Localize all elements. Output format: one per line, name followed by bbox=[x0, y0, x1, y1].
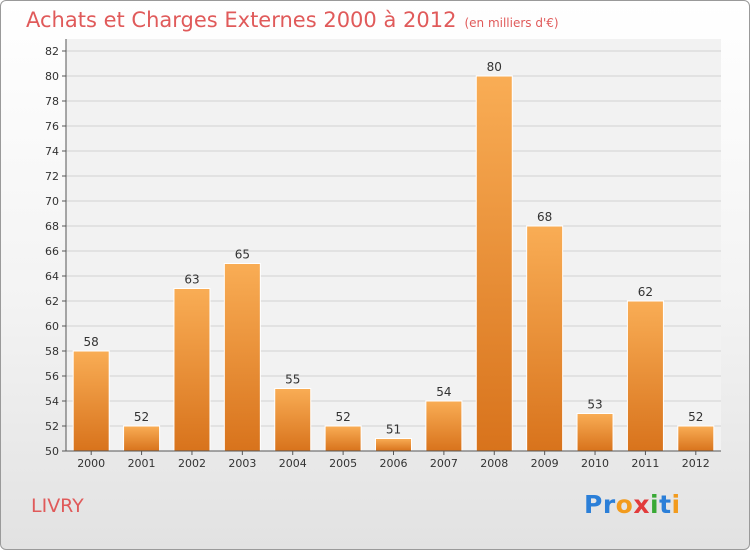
data-label: 80 bbox=[487, 60, 502, 74]
y-tick-label: 78 bbox=[45, 95, 59, 108]
bars: 58 52 63 65 55 52 51 54 80 68 53 62 52 bbox=[72, 60, 715, 452]
x-tick-label: 2004 bbox=[279, 457, 307, 470]
data-label: 53 bbox=[587, 398, 602, 412]
data-label: 68 bbox=[537, 210, 552, 224]
y-tick-label: 76 bbox=[45, 120, 59, 133]
bar bbox=[425, 400, 463, 452]
y-tick-label: 68 bbox=[45, 220, 59, 233]
y-tick-label: 64 bbox=[45, 270, 59, 283]
y-tick-label: 70 bbox=[45, 195, 59, 208]
logo-part: i bbox=[671, 490, 681, 519]
y-tick-label: 80 bbox=[45, 70, 59, 83]
bar bbox=[526, 225, 564, 452]
x-tick-label: 2006 bbox=[380, 457, 408, 470]
x-tick-label: 2000 bbox=[77, 457, 105, 470]
x-tick-label: 2012 bbox=[682, 457, 710, 470]
data-label: 65 bbox=[235, 248, 250, 262]
data-label: 52 bbox=[134, 410, 149, 424]
y-tick-label: 56 bbox=[45, 370, 59, 383]
bar bbox=[475, 75, 513, 452]
y-tick-label: 72 bbox=[45, 170, 59, 183]
x-tick-label: 2001 bbox=[128, 457, 156, 470]
proxiti-logo: Proxiti bbox=[584, 490, 681, 519]
logo-part: x bbox=[633, 490, 650, 519]
axes: 50 52 54 56 58 60 62 64 66 68 70 72 74 76 78 80 82 2000 20… bbox=[45, 39, 721, 470]
bar bbox=[677, 425, 715, 452]
unit-note: (en milliers d'€) bbox=[464, 16, 559, 30]
y-tick-label: 50 bbox=[45, 445, 59, 458]
data-label: 51 bbox=[386, 423, 401, 437]
x-tick-label: 2005 bbox=[329, 457, 357, 470]
data-label: 63 bbox=[184, 273, 199, 287]
data-label: 54 bbox=[436, 385, 451, 399]
data-label: 55 bbox=[285, 373, 300, 387]
bar bbox=[223, 263, 261, 452]
y-tick-label: 82 bbox=[45, 45, 59, 58]
commune-name: LIVRY bbox=[31, 495, 84, 517]
y-tick-label: 62 bbox=[45, 295, 59, 308]
data-label: 58 bbox=[84, 335, 99, 349]
bar bbox=[173, 288, 211, 452]
logo-part: o bbox=[615, 490, 634, 519]
x-tick-label: 2003 bbox=[228, 457, 256, 470]
x-tick-label: 2007 bbox=[430, 457, 458, 470]
y-tick-label: 58 bbox=[45, 345, 59, 358]
data-label: 62 bbox=[638, 285, 653, 299]
y-tick-label: 60 bbox=[45, 320, 59, 333]
logo-part: i bbox=[649, 490, 660, 519]
x-tick-label: 2010 bbox=[581, 457, 609, 470]
bar bbox=[576, 413, 614, 452]
x-tick-label: 2008 bbox=[480, 457, 508, 470]
x-tick-label: 2009 bbox=[531, 457, 559, 470]
data-label: 52 bbox=[688, 410, 703, 424]
bar bbox=[72, 350, 110, 452]
x-tick-label: 2002 bbox=[178, 457, 206, 470]
chart-title-text: Achats et Charges Externes 2000 à 2012 bbox=[26, 8, 457, 32]
bar bbox=[274, 388, 312, 452]
chart-title: Achats et Charges Externes 2000 à 2012 (e… bbox=[26, 8, 559, 32]
y-tick-label: 52 bbox=[45, 420, 59, 433]
bar bbox=[123, 425, 161, 452]
logo-part: Pr bbox=[584, 490, 616, 519]
data-label: 52 bbox=[335, 410, 350, 424]
logo-part: t bbox=[659, 490, 672, 519]
bar bbox=[324, 425, 362, 452]
x-tick-label: 2011 bbox=[631, 457, 659, 470]
bar bbox=[375, 438, 412, 452]
y-tick-label: 74 bbox=[45, 145, 59, 158]
y-tick-label: 54 bbox=[45, 395, 59, 408]
bar bbox=[626, 300, 664, 452]
y-tick-label: 66 bbox=[45, 245, 59, 258]
